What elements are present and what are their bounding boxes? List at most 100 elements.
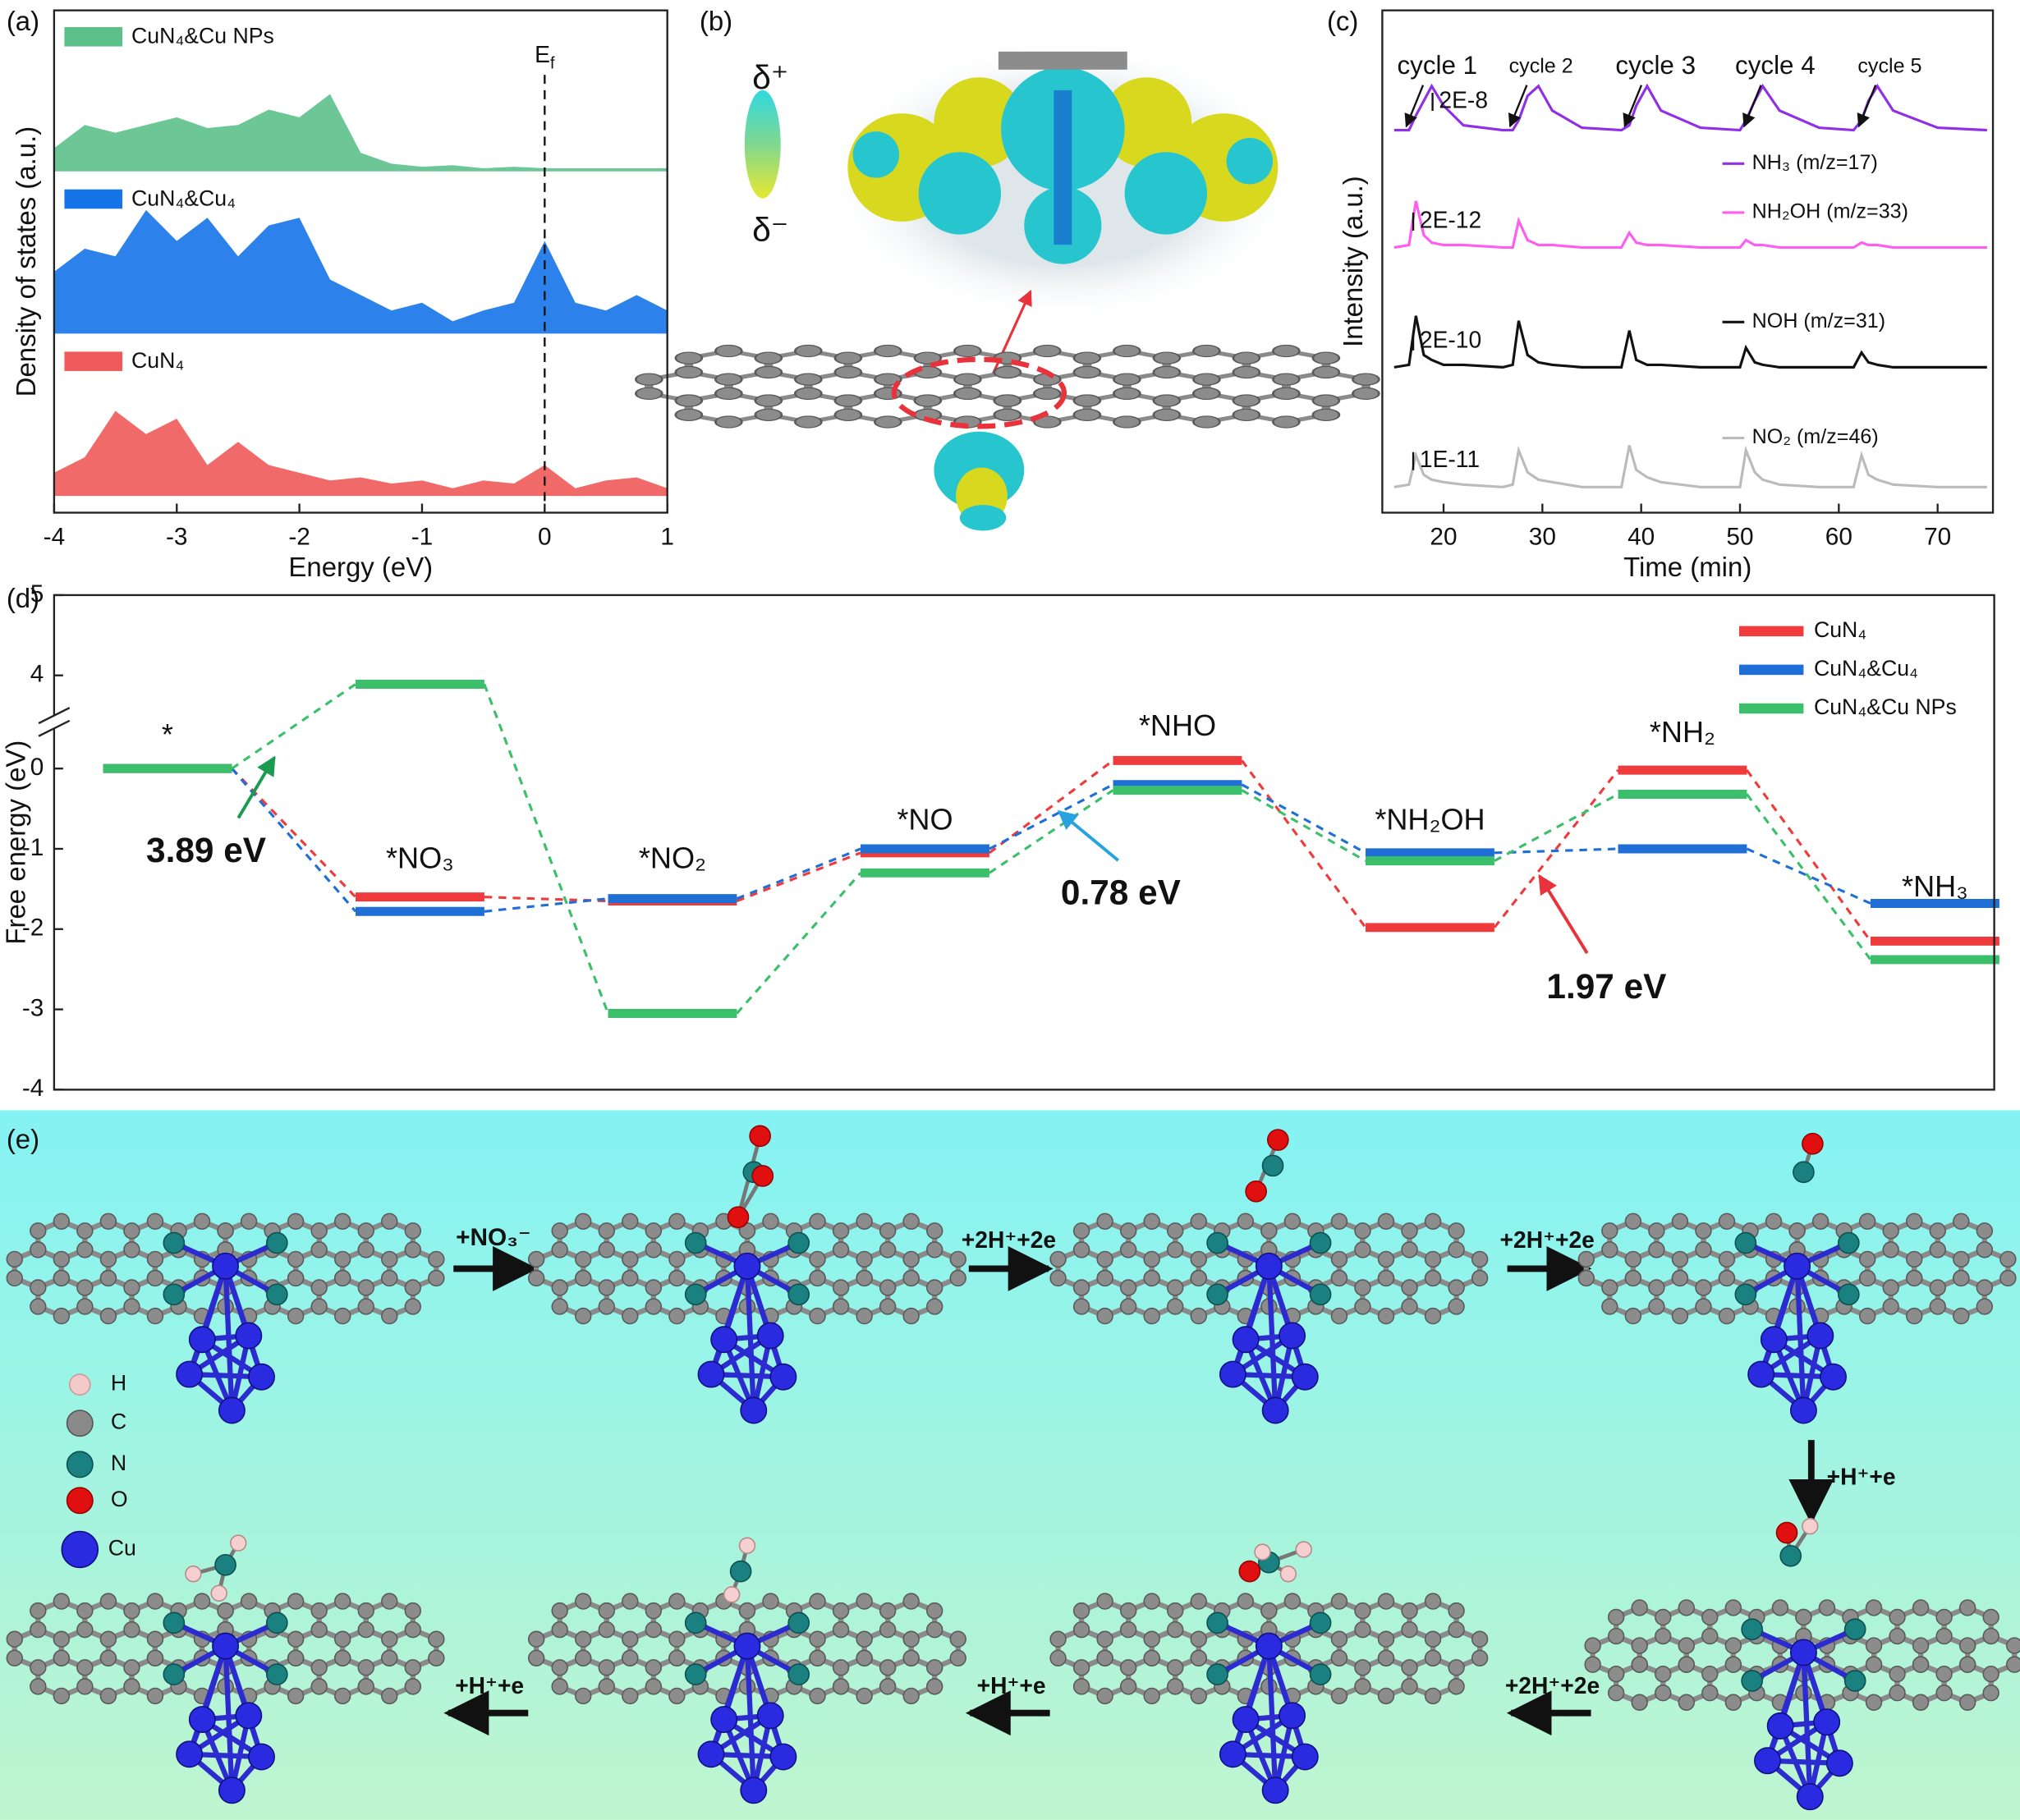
c-atom (645, 1678, 663, 1695)
c-atom (1377, 1250, 1395, 1268)
c-atom (1889, 1608, 1906, 1626)
cu-atom (235, 1322, 263, 1350)
c-atom (1424, 1307, 1442, 1325)
y-axis-label: Intensity (a.u.) (1338, 176, 1368, 347)
c-atom (334, 1307, 351, 1325)
c-atom (622, 1593, 639, 1610)
c-atom (1424, 1250, 1442, 1268)
c-atom (1354, 1621, 1371, 1639)
c-atom (1352, 373, 1380, 386)
c-atom (99, 1687, 117, 1705)
c-atom (1624, 1307, 1642, 1325)
c-atom (30, 1241, 47, 1258)
c-atom (287, 1269, 305, 1287)
adsorbate-atom (1802, 1518, 1819, 1535)
delta-plus: δ⁺ (752, 58, 788, 96)
n-atom (265, 1231, 288, 1254)
connector (989, 789, 1114, 874)
c-atom (1119, 1659, 1137, 1676)
adsorbate-atom (738, 1537, 756, 1554)
c-atom (53, 1687, 71, 1705)
c-atom (53, 1649, 71, 1666)
cu-bond (1801, 1652, 1813, 1797)
c-atom (1771, 1599, 1789, 1616)
cu-atom (188, 1326, 216, 1354)
c-atom (1678, 1637, 1695, 1654)
c-atom (334, 1687, 351, 1705)
c-atom (334, 1649, 351, 1666)
c-atom (1311, 351, 1341, 364)
charge-lobe (959, 505, 1007, 531)
c-atom (334, 1630, 351, 1648)
atom-swatch (66, 1451, 94, 1478)
n-atom (1843, 1670, 1866, 1692)
adsorbate-atom (1238, 1560, 1261, 1583)
n-atom (1843, 1618, 1866, 1641)
c-atom (30, 1279, 47, 1296)
connector (1493, 769, 1619, 928)
atom-swatch (68, 1373, 91, 1396)
c-atom (310, 1241, 328, 1258)
ms-line (1393, 315, 1987, 369)
c-atom (146, 1649, 164, 1666)
c-atom (832, 1222, 850, 1240)
c-atom (1190, 1250, 1207, 1268)
c-atom (1096, 1307, 1113, 1325)
c-atom (1354, 1298, 1371, 1315)
c-atom (1401, 1298, 1418, 1315)
c-atom (738, 1602, 756, 1620)
atom-swatch (66, 1487, 94, 1515)
c-atom (146, 1307, 164, 1325)
c-atom (809, 1307, 826, 1325)
c-atom (1033, 344, 1062, 358)
cycle-arrow (1508, 85, 1528, 128)
annotation-arrow (1538, 873, 1589, 955)
c-atom (1354, 1659, 1371, 1676)
c-atom (1192, 415, 1221, 429)
c-atom (1584, 1656, 1601, 1673)
c-atom (404, 1659, 422, 1676)
c-atom (1648, 1241, 1665, 1258)
c-atom (334, 1250, 351, 1268)
c-atom (381, 1593, 398, 1610)
c-atom (2006, 1656, 2020, 1673)
c-atom (1811, 1213, 1829, 1230)
n-atom (787, 1663, 810, 1685)
c-atom (310, 1659, 328, 1676)
c-atom (832, 1659, 850, 1676)
cu-atom (176, 1360, 204, 1388)
c-atom (575, 1250, 592, 1268)
c-atom (902, 1649, 920, 1666)
c-atom (645, 1621, 663, 1639)
adsorbate-atom (185, 1566, 202, 1583)
c-atom (53, 1269, 71, 1287)
cu-atom (1279, 1702, 1306, 1730)
c-atom (381, 1307, 398, 1325)
legend-label: NOH (m/z=31) (1752, 309, 1885, 332)
c-atom (809, 1630, 826, 1648)
c-atom (287, 1630, 305, 1648)
connector (1746, 793, 1872, 960)
cu-atom (1784, 1252, 1811, 1280)
c-atom (1448, 1241, 1465, 1258)
n-atom (163, 1283, 186, 1306)
c-atom (1882, 1241, 1899, 1258)
c-atom (1929, 1241, 1946, 1258)
structure (1049, 1541, 1489, 1804)
n-atom (684, 1231, 707, 1254)
plot-frame (1381, 9, 1995, 514)
c-atom (1072, 408, 1102, 421)
c-atom (240, 1593, 258, 1610)
c-atom (53, 1250, 71, 1268)
c-atom (1272, 387, 1301, 401)
cu-atom (1747, 1360, 1775, 1388)
annotation: 1.97 eV (1546, 967, 1666, 1006)
c-atom (622, 1269, 639, 1287)
c-atom (1232, 408, 1261, 421)
c-atom (926, 1621, 943, 1639)
legend-swatch (64, 351, 123, 371)
c-atom (1701, 1608, 1719, 1626)
c-atom (1982, 1665, 1999, 1683)
c-atom (809, 1250, 826, 1268)
c-atom (575, 1687, 592, 1705)
